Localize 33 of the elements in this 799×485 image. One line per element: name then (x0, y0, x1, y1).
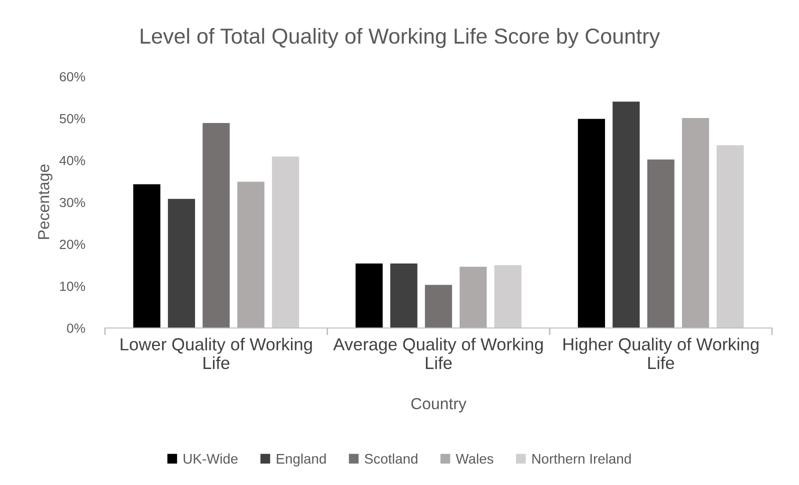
bar (460, 266, 487, 328)
bar (133, 184, 160, 328)
y-tick-label: 50% (60, 114, 86, 124)
y-tick-label: 60% (60, 72, 86, 82)
y-tick-label: 0% (67, 324, 86, 333)
y-tick-label: 10% (60, 282, 86, 291)
bar (494, 265, 522, 328)
chart-title: Level of Total Quality of Working Life Score by Country (140, 28, 660, 48)
y-tick-label: 20% (60, 240, 86, 250)
bar (202, 123, 230, 328)
legend-label: UK-Wide (184, 454, 238, 464)
bar (237, 182, 264, 328)
bar (578, 118, 606, 328)
x-axis-title: Country (411, 398, 466, 412)
legend-label: Northern Ireland (532, 454, 631, 464)
x-tick-label: Lower Quality of Working Life (120, 338, 312, 370)
bar (682, 118, 710, 328)
bar (168, 198, 196, 328)
bar (647, 159, 674, 328)
bar (716, 145, 744, 328)
bar (272, 156, 300, 328)
bar (612, 102, 640, 328)
bar (424, 284, 452, 328)
legend-label: Scotland (364, 454, 418, 464)
y-axis-title: Pecentage (38, 164, 52, 239)
bar (390, 263, 418, 328)
y-tick-label: 40% (59, 156, 86, 166)
x-tick-label: Average Quality of Working Life (333, 338, 543, 370)
x-tick-label: Higher Quality of Working Life (564, 338, 758, 370)
legend-label: Wales (456, 454, 494, 464)
y-tick-label: 30% (60, 198, 86, 208)
bar (356, 263, 383, 328)
legend-label: England (276, 454, 326, 466)
